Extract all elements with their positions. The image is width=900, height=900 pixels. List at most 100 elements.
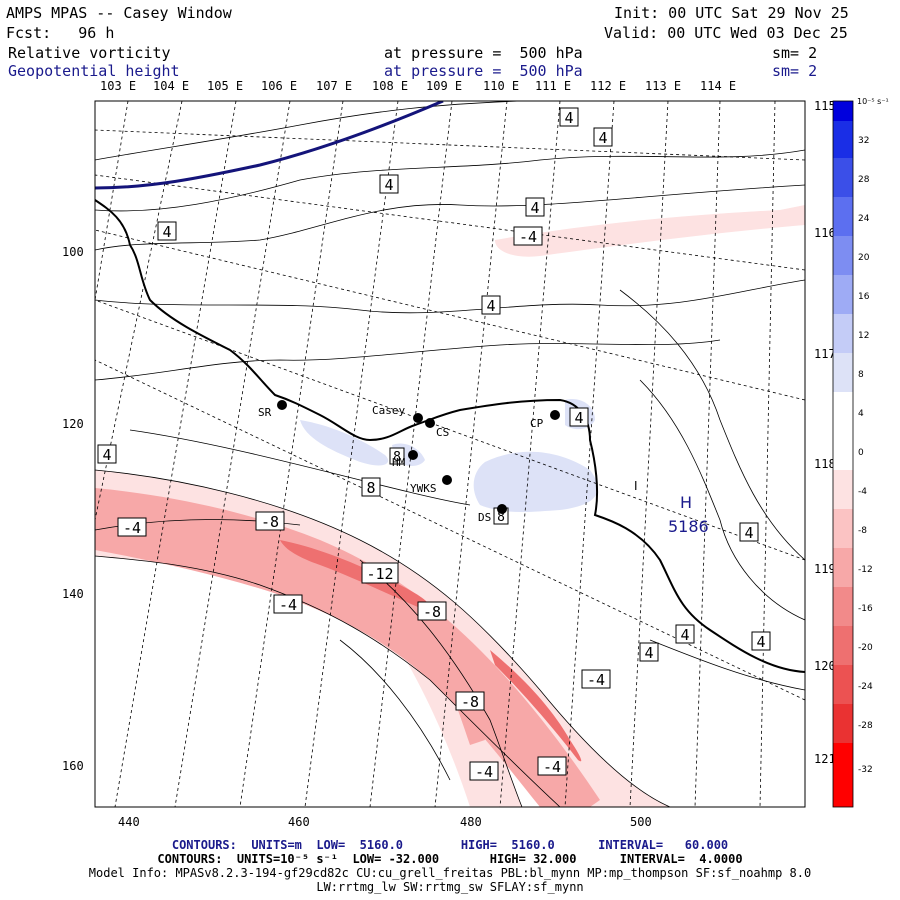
svg-text:480: 480 xyxy=(460,815,482,829)
pressure-label-2: at pressure = 500 hPa xyxy=(384,62,583,80)
contour-info-height: CONTOURS: UNITS=m LOW= 5160.0 HIGH= 5160… xyxy=(171,838,729,852)
contour-label: 4 xyxy=(157,221,177,241)
colorbar-ticks: 32 28 24 20 16 12 8 4 0 -4 -8 -12 -16 -2… xyxy=(858,136,873,775)
svg-text:CS: CS xyxy=(436,426,449,439)
svg-text:4: 4 xyxy=(858,409,864,419)
longitude-lines xyxy=(95,101,805,807)
svg-text:8: 8 xyxy=(366,479,375,497)
map-field-layer: 4 4 4 4 4 4 4 4 4 4 4 4 -4 -4 -4 -4 -4 -… xyxy=(95,101,805,807)
svg-text:CP: CP xyxy=(530,417,544,430)
station-CP: CP xyxy=(530,410,560,430)
svg-text:4: 4 xyxy=(530,199,539,217)
svg-text:28: 28 xyxy=(858,175,870,185)
svg-text:4: 4 xyxy=(680,626,689,644)
plot-frame xyxy=(94,100,806,808)
svg-text:108 E: 108 E xyxy=(372,79,408,93)
contour-label: -4 xyxy=(469,761,499,781)
svg-text:113 E: 113 E xyxy=(645,79,681,93)
station-CS: CS xyxy=(425,418,449,439)
init-time: Init: 00 UTC Sat 29 Nov 25 xyxy=(614,4,849,22)
contour-label: 4 xyxy=(639,642,659,662)
svg-text:-28: -28 xyxy=(858,721,873,731)
svg-text:111 E: 111 E xyxy=(535,79,571,93)
svg-text:-12: -12 xyxy=(366,565,393,583)
svg-text:-4: -4 xyxy=(279,596,297,614)
contour-label: 4 xyxy=(379,174,399,194)
contour-label: 8 xyxy=(361,477,381,497)
colorbar xyxy=(832,100,854,808)
svg-text:-8: -8 xyxy=(261,513,279,531)
contour-labels: 4 4 4 4 4 4 4 4 4 4 4 4 -4 -4 -4 -4 -4 -… xyxy=(97,107,771,781)
contour-label: -4 xyxy=(513,226,543,246)
contour-label: -8 xyxy=(417,601,447,621)
y-axis-ticks: 100 120 140 160 xyxy=(62,245,84,773)
svg-text:105 E: 105 E xyxy=(207,79,243,93)
svg-text:YWKS: YWKS xyxy=(410,482,437,495)
station-casey: Casey xyxy=(372,404,423,423)
svg-text:4: 4 xyxy=(574,409,583,427)
height-contour-5160 xyxy=(95,101,444,190)
svg-text:-4: -4 xyxy=(519,228,537,246)
vorticity-band-mid-2 xyxy=(425,620,485,745)
svg-text:-4: -4 xyxy=(543,758,561,776)
svg-text:8: 8 xyxy=(497,510,505,525)
contour-label: 4 xyxy=(97,444,117,464)
svg-text:4: 4 xyxy=(598,129,607,147)
longitude-labels-top: 103 E 104 E 105 E 106 E 107 E 108 E 109 … xyxy=(100,79,736,93)
svg-text:140: 140 xyxy=(62,587,84,601)
svg-text:0: 0 xyxy=(858,448,864,458)
station-DS: DS xyxy=(478,504,507,524)
svg-text:160: 160 xyxy=(62,759,84,773)
svg-text:106 E: 106 E xyxy=(261,79,297,93)
station-SR: SR xyxy=(258,400,287,419)
contour-label: -8 xyxy=(455,691,485,711)
svg-text:4: 4 xyxy=(744,524,753,542)
svg-text:-20: -20 xyxy=(858,643,873,653)
contour-label: 4 xyxy=(751,631,771,651)
field-label-height: Geopotential height xyxy=(8,62,180,80)
vorticity-positive-center xyxy=(473,451,598,513)
contour-label: -8 xyxy=(255,511,285,531)
station-HM: HM xyxy=(392,450,418,469)
contour-label: -4 xyxy=(273,594,303,614)
smoothing-label-1: sm= 2 xyxy=(772,44,818,62)
contour-label: 4 xyxy=(569,407,589,427)
svg-text:HM: HM xyxy=(392,456,406,469)
vorticity-positive-west xyxy=(300,420,389,466)
model-info: Model Info: MPASv8.2.3-194-gf29cd82c CU:… xyxy=(88,866,812,880)
svg-text:DS: DS xyxy=(478,511,491,524)
contour-label: 4 xyxy=(525,197,545,217)
svg-text:112 E: 112 E xyxy=(590,79,626,93)
svg-text:4: 4 xyxy=(384,176,393,194)
contour-label: 4 xyxy=(559,107,579,127)
svg-text:114 E: 114 E xyxy=(700,79,736,93)
svg-text:109 E: 109 E xyxy=(426,79,462,93)
svg-text:-8: -8 xyxy=(858,526,867,536)
vorticity-band-dark-2 xyxy=(490,650,582,762)
svg-text:-4: -4 xyxy=(123,519,141,537)
high-value: 5186 xyxy=(668,517,709,536)
svg-text:4: 4 xyxy=(644,644,653,662)
svg-text:-4: -4 xyxy=(587,671,605,689)
pressure-label-1: at pressure = 500 hPa xyxy=(384,44,583,62)
contour-label: 4 xyxy=(593,127,613,147)
contour-label: -4 xyxy=(117,517,147,537)
svg-text:100: 100 xyxy=(62,245,84,259)
vorticity-band-mid xyxy=(95,488,600,807)
svg-text:-24: -24 xyxy=(858,682,873,692)
x-axis-ticks: 440 460 480 500 xyxy=(118,815,652,829)
svg-text:103 E: 103 E xyxy=(100,79,136,93)
model-info-radiation: LW:rrtmg_lw SW:rrtmg_sw SFLAY:sf_mynn xyxy=(316,880,584,894)
svg-text:107 E: 107 E xyxy=(316,79,352,93)
contour-label: 4 xyxy=(675,624,695,644)
svg-text:-8: -8 xyxy=(461,693,479,711)
contour-label: -12 xyxy=(361,562,399,584)
svg-text:20: 20 xyxy=(858,253,870,263)
station-YWKS: YWKS xyxy=(410,475,452,495)
svg-text:460: 460 xyxy=(288,815,310,829)
svg-text:4: 4 xyxy=(756,633,765,651)
colorbar-unit: 10⁻⁵ s⁻¹ xyxy=(857,97,889,106)
plot-title: AMPS MPAS -- Casey Window xyxy=(6,4,232,22)
svg-text:104 E: 104 E xyxy=(153,79,189,93)
